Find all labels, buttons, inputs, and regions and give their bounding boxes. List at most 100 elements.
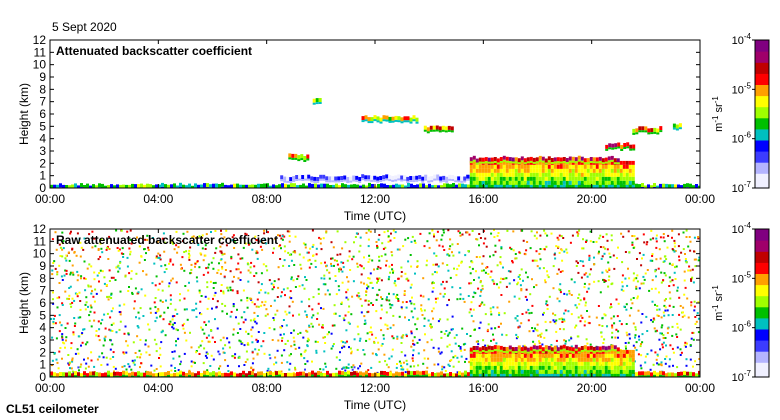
heatmap-field: [50, 98, 700, 188]
colorbar-swatch: [755, 128, 769, 134]
y-tick-label: 2: [39, 345, 46, 359]
y-tick-label: 7: [39, 284, 46, 298]
colorbar-swatch: [755, 154, 769, 159]
colorbar-swatch: [755, 343, 769, 348]
colorbar-swatch: [755, 117, 769, 122]
colorbar-swatch: [755, 262, 769, 267]
colorbar-swatch: [755, 362, 769, 367]
colorbar-swatch: [755, 251, 769, 256]
colorbar-swatch: [755, 43, 769, 48]
colorbar-swatch: [755, 351, 769, 356]
colorbar-swatch: [755, 277, 769, 282]
y-tick-label: 6: [39, 107, 46, 121]
colorbar-swatch: [755, 58, 769, 63]
colorbar-swatch: [755, 40, 769, 45]
x-tick-label: 00:00: [35, 381, 65, 395]
colorbar-swatch: [755, 47, 769, 52]
feature-elevated-cloud: [672, 123, 682, 131]
y-axis-label: Height (km): [17, 83, 31, 145]
colorbar-tick-label: 10-7: [732, 180, 752, 195]
feature-elevated-cloud: [361, 115, 419, 124]
colorbar-frame: [754, 39, 770, 189]
colorbar-swatch: [755, 165, 769, 171]
colorbar-swatch: [755, 143, 769, 148]
colorbar-swatch: [755, 310, 769, 315]
colorbar-swatch: [755, 280, 769, 286]
x-tick-label: 04:00: [143, 381, 173, 395]
colorbar-swatch: [755, 288, 769, 293]
y-tick-label: 1: [39, 169, 46, 183]
feature-rising-cloud: [605, 142, 636, 151]
colorbar-swatch: [755, 258, 769, 263]
colorbar-swatch: [755, 173, 769, 178]
colorbar-swatch: [755, 347, 769, 352]
colorbar-swatch: [755, 325, 769, 330]
colorbar-swatch: [755, 229, 769, 234]
colorbar-swatch: [755, 125, 769, 130]
colorbar-swatch: [755, 77, 769, 82]
colorbar-swatch: [755, 151, 769, 156]
colorbar-tick-label: 10-6: [732, 131, 752, 146]
colorbar-swatch: [755, 236, 769, 241]
colorbar-swatch: [755, 369, 769, 374]
colorbar-swatch: [755, 184, 769, 189]
x-tick-label: 08:00: [252, 192, 282, 206]
y-tick-label: 12: [33, 222, 47, 236]
colorbar-swatch: [755, 354, 769, 360]
colorbar-swatch: [755, 80, 769, 85]
colorbar-swatch: [755, 306, 769, 311]
y-tick-label: 2: [39, 156, 46, 170]
feature-elevated-cloud: [423, 125, 454, 134]
feature-elevated-cloud: [632, 126, 663, 135]
colorbar-swatch: [755, 247, 769, 252]
colorbar-tick-label: 10-7: [732, 369, 752, 384]
heatmap-field: [50, 229, 700, 377]
y-axis-label: Height (km): [17, 272, 31, 334]
colorbar-swatch: [755, 91, 769, 97]
colorbar-tick-label: 10-4: [732, 32, 752, 47]
colorbar-swatch: [755, 73, 769, 78]
x-tick-label: 12:00: [360, 192, 390, 206]
chart-title: Raw attenuated backscatter coefficient: [56, 233, 278, 247]
y-tick-label: 5: [39, 308, 46, 322]
instrument-label: CL51 ceilometer: [6, 402, 99, 416]
colorbar-swatch: [755, 158, 769, 163]
colorbar-swatch: [755, 317, 769, 323]
colorbar-units: m-1 sr-1: [711, 285, 725, 321]
colorbar: 10-7 10-6 10-5 10-4 m-1 sr-1: [711, 32, 770, 195]
colorbar-swatch: [755, 62, 769, 67]
colorbar-swatch: [755, 299, 769, 304]
x-tick-label: 12:00: [360, 381, 390, 395]
y-tick-label: 4: [39, 321, 46, 335]
colorbar-swatch: [755, 121, 769, 126]
y-tick-label: 3: [39, 144, 46, 158]
colorbar-swatch: [755, 88, 769, 93]
colorbar-swatch: [755, 291, 769, 297]
y-tick-label: 0: [39, 181, 46, 195]
y-tick-label: 0: [39, 370, 46, 384]
x-tick-label: 16:00: [468, 192, 498, 206]
colorbar-swatch: [755, 106, 769, 111]
colorbar-units: m-1 sr-1: [711, 96, 725, 132]
y-tick-label: 12: [33, 33, 47, 47]
colorbar-frame: [754, 228, 770, 378]
colorbar-swatch: [755, 139, 769, 145]
colorbar-swatch: [755, 273, 769, 278]
y-tick-label: 5: [39, 119, 46, 133]
colorbar-swatch: [755, 65, 769, 71]
y-tick-label: 11: [34, 45, 47, 59]
feature-low-cloud-layer: [469, 349, 635, 377]
x-tick-label: 20:00: [577, 381, 607, 395]
colorbar-swatch: [755, 54, 769, 60]
colorbar-tick-label: 10-5: [732, 81, 752, 96]
colorbar-swatch: [755, 303, 769, 308]
y-tick-label: 11: [34, 234, 47, 248]
feature-elevated-cloud: [312, 98, 322, 105]
y-tick-label: 8: [39, 82, 46, 96]
y-tick-label: 10: [33, 247, 47, 261]
colorbar-tick-label: 10-5: [732, 270, 752, 285]
colorbar-swatch: [755, 321, 769, 326]
y-tick-label: 7: [39, 95, 46, 109]
colorbar-swatch: [755, 102, 769, 108]
